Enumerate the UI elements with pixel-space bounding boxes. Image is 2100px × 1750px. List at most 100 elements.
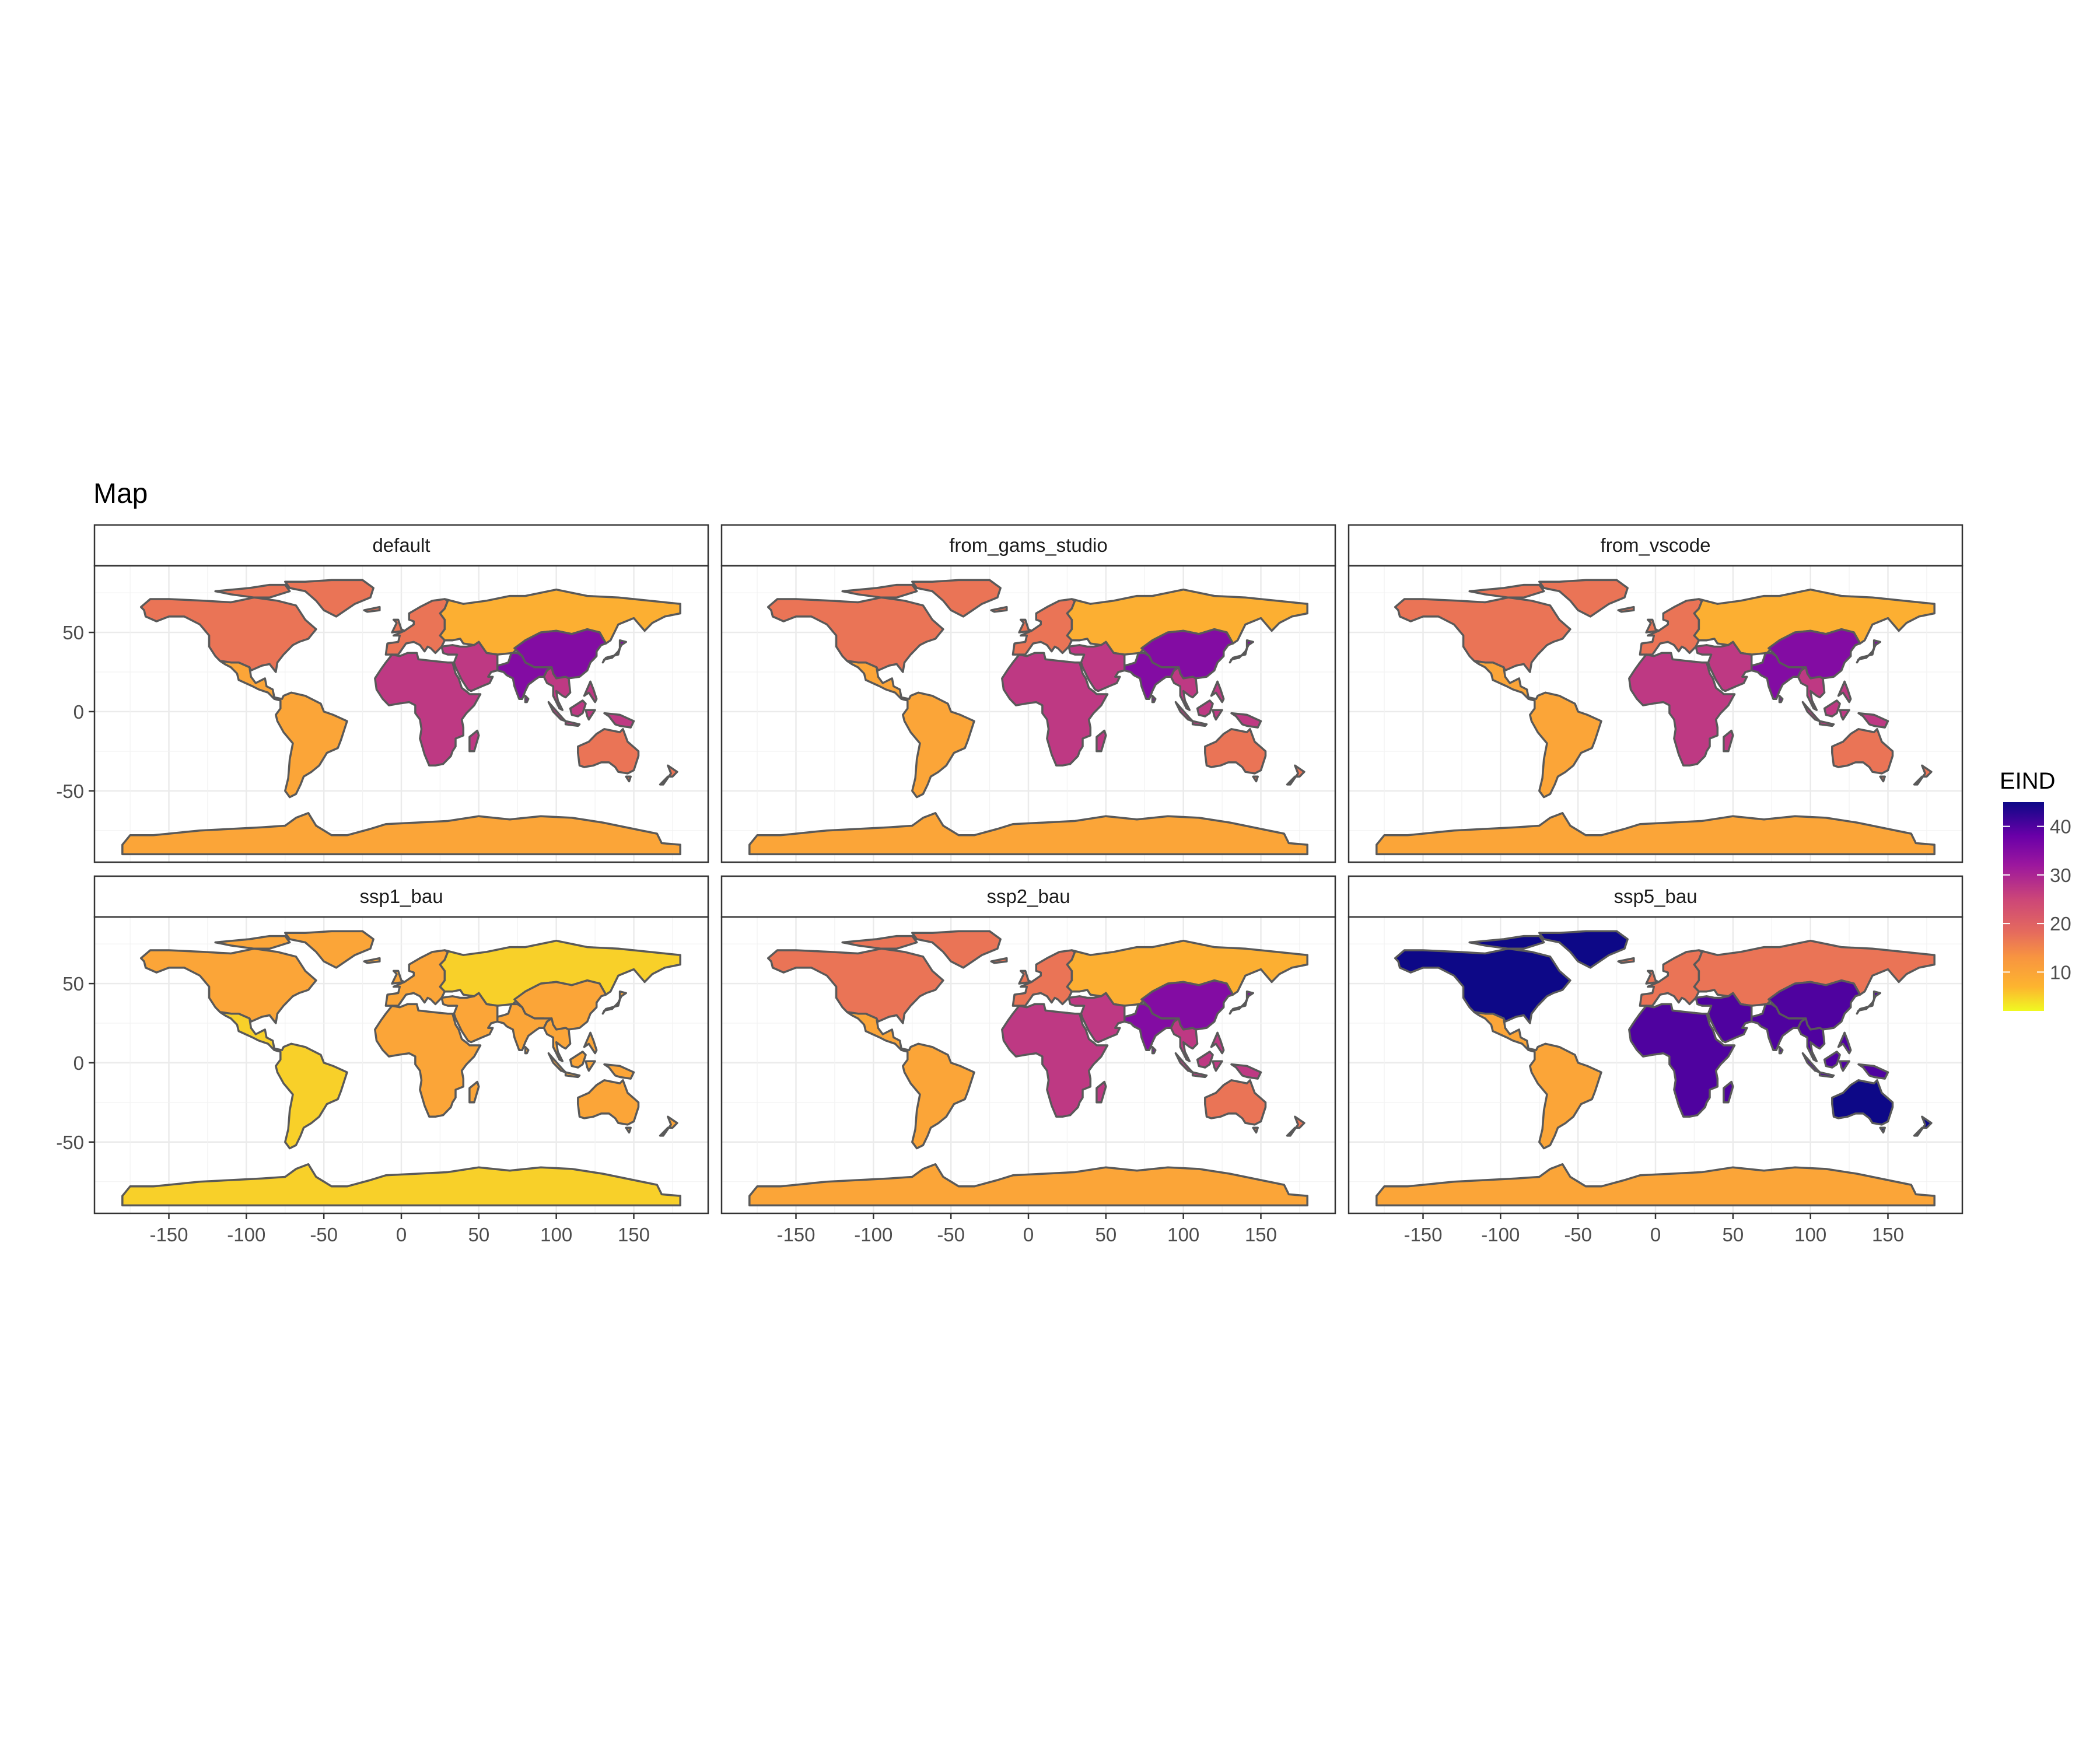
region-europe (363, 606, 381, 613)
facet-panel-ssp1_bau: ssp1_bau 50 0 -50 -150 -100 -50 0 50 100 150 (56, 875, 709, 1245)
region-africa (1723, 1080, 1734, 1104)
color-legend: EIND 10 20 30 40 (2000, 768, 2071, 1011)
region-south_asia (1778, 1046, 1784, 1055)
facet-panel-default: default 50 0 -50 (56, 524, 709, 863)
region-southeast_asia (1797, 666, 1826, 711)
region-antarctica (748, 1163, 1308, 1207)
region-southeast_asia (1230, 712, 1262, 729)
region-oceania (1252, 775, 1259, 783)
facet-panel-from_vscode: from_vscode (1348, 524, 1964, 863)
panel-border (720, 565, 1336, 863)
region-north_america (1394, 596, 1572, 673)
x-tick-label: 0 (396, 1224, 407, 1245)
facet-strip-label: default (372, 534, 430, 556)
region-oceania (625, 1126, 632, 1134)
region-oceania (1913, 1115, 1933, 1137)
region-north_america (1468, 583, 1545, 599)
regions (1376, 930, 1936, 1207)
region-antarctica (748, 812, 1308, 856)
x-tick-label: 50 (1722, 1224, 1744, 1245)
region-southeast_asia (603, 1063, 635, 1080)
legend-tick-label: 20 (2050, 913, 2071, 935)
region-africa (1001, 1003, 1109, 1118)
region-north_america (766, 947, 944, 1024)
region-south_asia (1778, 695, 1784, 704)
region-southeast_asia (1210, 680, 1225, 704)
region-oceania (1831, 728, 1894, 775)
region-europe (990, 606, 1008, 613)
region-antarctica (1376, 1163, 1936, 1207)
regions (748, 930, 1308, 1207)
region-africa (468, 1080, 480, 1104)
facet-strip-label: from_gams_studio (949, 534, 1107, 556)
y-tick-label: 50 (62, 622, 84, 643)
region-southeast_asia (584, 1060, 596, 1072)
legend-tick-label: 30 (2050, 864, 2071, 886)
region-north_america (841, 583, 918, 599)
x-tick-label: -100 (227, 1224, 265, 1245)
panel-border (93, 565, 709, 863)
region-southeast_asia (564, 720, 581, 727)
region-oceania (659, 1115, 678, 1137)
region-antarctica (1376, 812, 1936, 856)
region-south_asia (524, 695, 530, 704)
legend-ticks: 10 20 30 40 (2003, 816, 2071, 983)
region-south_asia (1151, 695, 1157, 704)
region-oceania (577, 728, 640, 775)
region-north_america (1538, 930, 1629, 969)
x-tick-label: 100 (1167, 1224, 1199, 1245)
region-southeast_asia (569, 1051, 587, 1069)
region-latin_america (219, 660, 348, 799)
region-southeast_asia (1174, 701, 1194, 722)
facet-panel-from_gams_studio: from_gams_studio (720, 524, 1336, 863)
region-oceania (1204, 1079, 1267, 1126)
region-china_east_asia (1856, 639, 1881, 664)
region-latin_america (846, 660, 975, 799)
region-china_east_asia (601, 990, 627, 1015)
y-tick-label: 50 (62, 973, 84, 995)
region-southeast_asia (1797, 1017, 1826, 1062)
region-southeast_asia (569, 699, 587, 718)
region-southeast_asia (1212, 1060, 1223, 1072)
region-africa (468, 729, 480, 752)
region-europe (391, 618, 406, 634)
region-middle_east (1068, 640, 1126, 692)
region-africa (1001, 652, 1109, 767)
x-tick-label: -150 (1404, 1224, 1442, 1245)
x-tick-label: 150 (1245, 1224, 1277, 1245)
facet-strip-label: ssp5_bau (1614, 886, 1697, 907)
region-middle_east (440, 640, 499, 692)
region-europe (1645, 618, 1660, 634)
region-middle_east (1695, 640, 1753, 692)
region-africa (1628, 1003, 1736, 1118)
region-europe (1018, 618, 1033, 634)
region-europe (363, 957, 381, 964)
region-china_east_asia (1228, 990, 1254, 1015)
y-tick-label: -50 (56, 1132, 84, 1153)
x-tick-label: 100 (1794, 1224, 1826, 1245)
x-tick-label: -50 (310, 1224, 338, 1245)
legend-tick-label: 10 (2050, 961, 2071, 983)
facet-strip (1348, 875, 1964, 918)
x-tick-label: -50 (1564, 1224, 1592, 1245)
region-southeast_asia (1823, 699, 1841, 718)
region-southeast_asia (542, 666, 572, 711)
region-southeast_asia (583, 1031, 598, 1055)
region-china_east_asia (1228, 639, 1254, 664)
x-tick-label: -50 (937, 1224, 965, 1245)
region-europe (1645, 970, 1660, 985)
facet-strip-label: ssp2_bau (986, 886, 1070, 907)
region-south_asia (524, 1046, 530, 1055)
x-tick-label: 0 (1023, 1224, 1034, 1245)
region-north_america (284, 579, 374, 618)
facet-strip-label: from_vscode (1601, 534, 1711, 556)
region-middle_east (1068, 992, 1126, 1044)
region-middle_east (440, 992, 499, 1044)
region-southeast_asia (1196, 1051, 1214, 1069)
region-southeast_asia (1823, 1051, 1841, 1069)
region-africa (374, 1003, 482, 1118)
y-tick-label: 0 (74, 1052, 84, 1074)
region-southeast_asia (1196, 699, 1214, 718)
region-oceania (1879, 1126, 1886, 1134)
region-north_america (139, 947, 317, 1024)
